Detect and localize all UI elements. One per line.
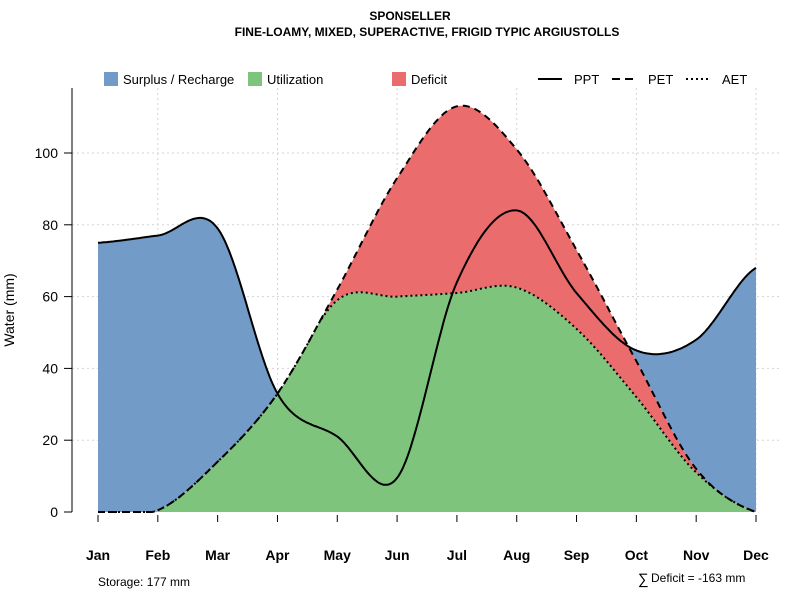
legend-label: Surplus / Recharge [123,72,234,87]
y-tick-label: 100 [35,145,59,161]
x-tick-label: Jun [385,547,410,563]
deficit-area [98,105,756,512]
y-axis-label: Water (mm) [1,273,17,346]
x-tick-label: Oct [625,547,649,563]
storage-annotation: Storage: 177 mm [98,575,190,589]
x-tick-label: Sep [564,547,590,563]
legend-swatch [392,72,406,86]
legend: Surplus / Recharge Utilization Deficit PPT P… [104,72,747,87]
y-tick-label: 60 [42,289,58,305]
legend-swatch [104,72,118,86]
series-lines [97,104,757,513]
x-tick-label: Apr [265,547,290,563]
x-tick-label: Aug [503,547,530,563]
deficit-annotation: Deficit = -163 mm [651,571,745,585]
utilization-area [98,285,756,512]
axes: 0 20 40 60 80 100 Jan Feb Mar Apr May Jun Jul Aug Sep O… [35,88,769,563]
x-tick-label: Nov [683,547,710,563]
fill-areas [98,105,756,512]
x-tick-label: Mar [205,547,230,563]
y-tick-label: 80 [42,217,58,233]
x-tick-label: Jan [86,547,110,563]
y-tick-label: 20 [42,432,58,448]
legend-label: PPT [574,72,599,87]
series-line-pet [98,104,757,513]
x-tick-label: Feb [145,547,170,563]
legend-swatch [248,72,262,86]
series-line-ppt [97,209,757,486]
chart-subtitle: FINE-LOAMY, MIXED, SUPERACTIVE, FRIGID T… [235,25,620,39]
legend-label: Deficit [411,72,448,87]
y-tick-label: 40 [42,360,58,376]
series-line-aet [98,284,757,513]
x-tick-label: May [324,547,351,563]
legend-label: AET [722,72,747,87]
deficit-sum-symbol: ∑ [638,571,649,588]
x-tick-label: Jul [447,547,467,563]
surplus-recharge-area [98,105,756,512]
chart-title: SPONSELLER [369,9,451,23]
legend-label: Utilization [267,72,323,87]
x-tick-label: Dec [743,547,769,563]
legend-label: PET [648,72,673,87]
y-tick-label: 0 [50,504,58,520]
